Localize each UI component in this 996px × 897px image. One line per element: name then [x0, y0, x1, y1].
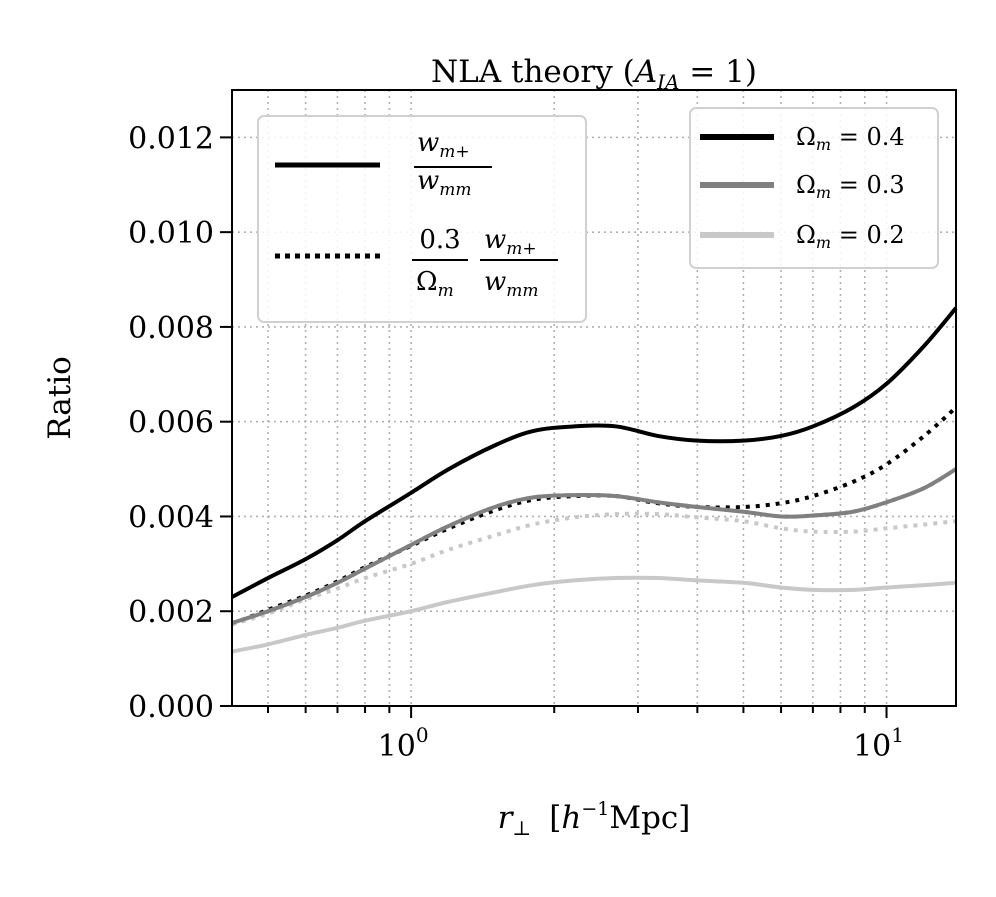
- legend-omega-box: [689, 107, 939, 269]
- x-axis-label: r⊥ [h−1Mpc]: [498, 798, 691, 840]
- legend-style: wm+ wmm 0.3 Ωm wm+ wmm: [257, 115, 587, 323]
- chart-title: NLA theory (AIA = 1): [431, 54, 757, 94]
- svg-text:wmm: wmm: [484, 267, 539, 301]
- series-layer: 0.3/Ω_m × w_m+/w_mm (Ω_m = 0.4)0.3/Ω_m ×…: [231, 306, 958, 654]
- y-tick-label: 0.004: [128, 500, 214, 535]
- y-tick-label: 0.012: [128, 121, 214, 156]
- x-tick-label: 101: [853, 723, 904, 764]
- x-tick-label: 100: [378, 723, 429, 764]
- legend-omega: Ωm = 0.4 Ωm = 0.3 Ωm = 0.2: [689, 107, 939, 269]
- svg-text:wm+: wm+: [484, 225, 537, 259]
- y-tick-label: 0.002: [128, 595, 214, 630]
- svg-text:Ωm: Ωm: [416, 267, 454, 301]
- series-line-2: Ω_m = 0.2: [231, 575, 957, 654]
- svg-text:wmm: wmm: [417, 166, 472, 200]
- svg-text:0.3: 0.3: [419, 225, 460, 255]
- plot-frame: [231, 89, 957, 707]
- legend-dotted-label: 0.3 Ωm wm+ wmm: [412, 225, 558, 301]
- axis-ticks: 0.000 0.002 0.004 0.006 0.008 0.010 0.012 100 10…: [128, 121, 904, 764]
- y-axis-label: Ratio: [42, 356, 78, 440]
- y-tick-label: 0.000: [128, 690, 214, 725]
- y-tick-label: 0.008: [128, 311, 214, 346]
- series-line-1: Ω_m = 0.3: [231, 467, 958, 625]
- legend-omega-label-0: Ωm = 0.4: [796, 123, 905, 154]
- y-tick-label: 0.006: [128, 406, 214, 441]
- series-line-4: 0.3/Ω_m × w_m+/w_mm (Ω_m = 0.3): [231, 467, 958, 625]
- series-line-0: Ω_m = 0.4: [231, 306, 958, 599]
- legend-omega-label-2: Ωm = 0.2: [796, 221, 905, 252]
- legend-omega-label-1: Ωm = 0.3: [796, 171, 905, 202]
- svg-text:wm+: wm+: [417, 128, 470, 162]
- y-tick-label: 0.010: [128, 216, 214, 251]
- series-line-5: 0.3/Ω_m × w_m+/w_mm (Ω_m = 0.2): [231, 511, 957, 627]
- legend-solid-label: wm+ wmm: [414, 128, 492, 200]
